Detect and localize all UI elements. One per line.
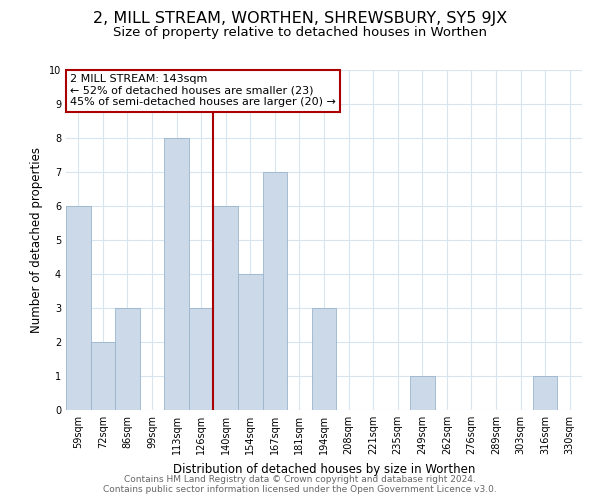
Y-axis label: Number of detached properties: Number of detached properties (31, 147, 43, 333)
Text: 2, MILL STREAM, WORTHEN, SHREWSBURY, SY5 9JX: 2, MILL STREAM, WORTHEN, SHREWSBURY, SY5… (93, 11, 507, 26)
Bar (410, 376, 434, 410)
Bar (115, 308, 140, 410)
Bar (91, 342, 115, 410)
Bar (238, 274, 263, 410)
Bar (263, 172, 287, 410)
Bar (312, 308, 336, 410)
Text: Contains HM Land Registry data © Crown copyright and database right 2024.
Contai: Contains HM Land Registry data © Crown c… (103, 474, 497, 494)
Bar (66, 206, 91, 410)
Bar (189, 308, 214, 410)
Text: Size of property relative to detached houses in Worthen: Size of property relative to detached ho… (113, 26, 487, 39)
X-axis label: Distribution of detached houses by size in Worthen: Distribution of detached houses by size … (173, 462, 475, 475)
Bar (533, 376, 557, 410)
Bar (164, 138, 189, 410)
Bar (214, 206, 238, 410)
Text: 2 MILL STREAM: 143sqm
← 52% of detached houses are smaller (23)
45% of semi-deta: 2 MILL STREAM: 143sqm ← 52% of detached … (70, 74, 336, 108)
